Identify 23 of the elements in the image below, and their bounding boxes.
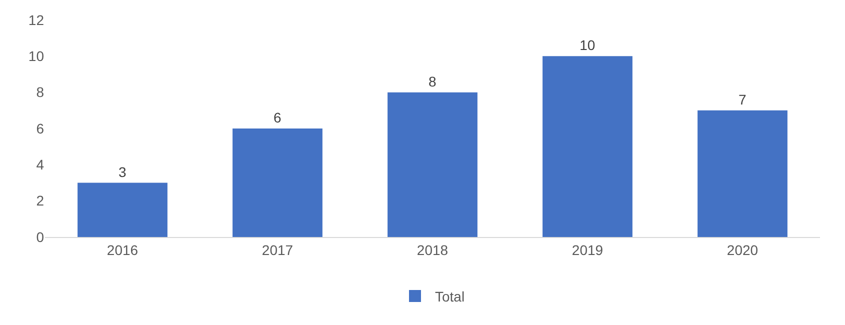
legend-label: Total [435, 288, 465, 304]
data-label: 6 [274, 110, 282, 126]
x-tick-label: 2017 [262, 242, 294, 258]
y-tick-label: 10 [28, 48, 44, 64]
bar [542, 56, 632, 237]
y-tick-label: 8 [36, 84, 44, 100]
y-tick-label: 2 [36, 192, 44, 209]
x-tick-label: 2020 [726, 242, 758, 258]
y-tick-label: 12 [28, 12, 44, 28]
x-tick-label: 2018 [416, 242, 448, 258]
bar [388, 92, 478, 237]
data-label: 7 [738, 91, 746, 108]
y-tick-label: 0 [36, 228, 44, 245]
y-tick-label: 6 [36, 120, 44, 136]
data-label: 8 [428, 73, 436, 90]
data-label: 10 [580, 37, 596, 54]
bar [698, 110, 788, 237]
x-tick-label: 2016 [106, 242, 138, 258]
bar [232, 128, 322, 237]
bar [78, 182, 168, 237]
x-tick-label: 2019 [572, 242, 604, 258]
y-tick-label: 4 [36, 156, 44, 173]
data-label: 3 [118, 164, 126, 180]
